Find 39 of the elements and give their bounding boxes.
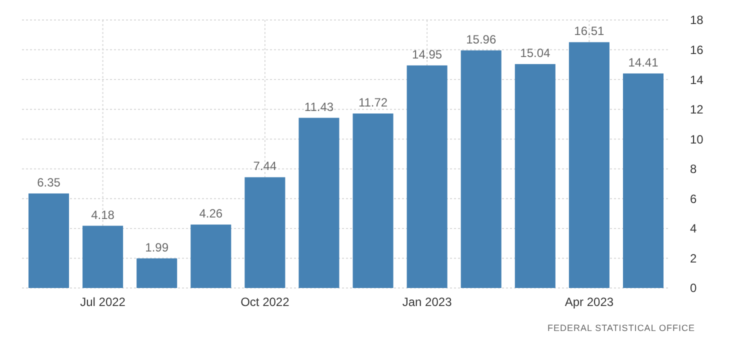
bar	[82, 226, 124, 288]
bar	[460, 50, 502, 288]
y-tick-label: 0	[690, 281, 697, 296]
y-tick-label: 16	[690, 42, 704, 57]
data-label: 7.44	[253, 159, 277, 174]
y-tick-label: 2	[690, 251, 697, 266]
data-label: 6.35	[37, 175, 61, 190]
data-label: 14.95	[412, 47, 442, 62]
y-tick-label: 18	[690, 13, 704, 28]
bar	[136, 258, 178, 288]
bar	[28, 193, 70, 288]
y-tick-label: 10	[690, 132, 704, 146]
data-label: 4.18	[91, 208, 115, 222]
bar	[352, 114, 394, 288]
x-tick-label: Apr 2023	[564, 295, 614, 309]
bar	[514, 64, 556, 288]
data-label: 15.96	[466, 32, 496, 46]
bar	[244, 177, 286, 288]
y-tick-label: 14	[690, 72, 704, 87]
bar	[622, 73, 664, 288]
data-label: 14.41	[628, 55, 659, 70]
data-label: 11.43	[304, 100, 334, 114]
bar	[190, 224, 232, 288]
y-tick-label: 4	[690, 222, 697, 236]
data-label: 11.72	[358, 96, 388, 110]
y-tick-label: 12	[690, 102, 704, 117]
x-tick-label: Jul 2022	[80, 295, 126, 309]
data-label: 16.51	[574, 24, 605, 38]
bar	[298, 118, 340, 288]
bar	[568, 42, 610, 288]
x-tick-label: Jan 2023	[402, 295, 452, 309]
data-label: 1.99	[145, 240, 169, 254]
text: FEDERAL STATISTICAL OFFICE	[547, 323, 695, 333]
data-label: 4.26	[199, 206, 223, 221]
x-tick-label: Oct 2022	[240, 295, 290, 309]
y-tick-label: 8	[690, 162, 697, 176]
bar	[406, 65, 448, 288]
data-label: 15.04	[520, 46, 550, 60]
y-tick-label: 6	[690, 192, 697, 206]
